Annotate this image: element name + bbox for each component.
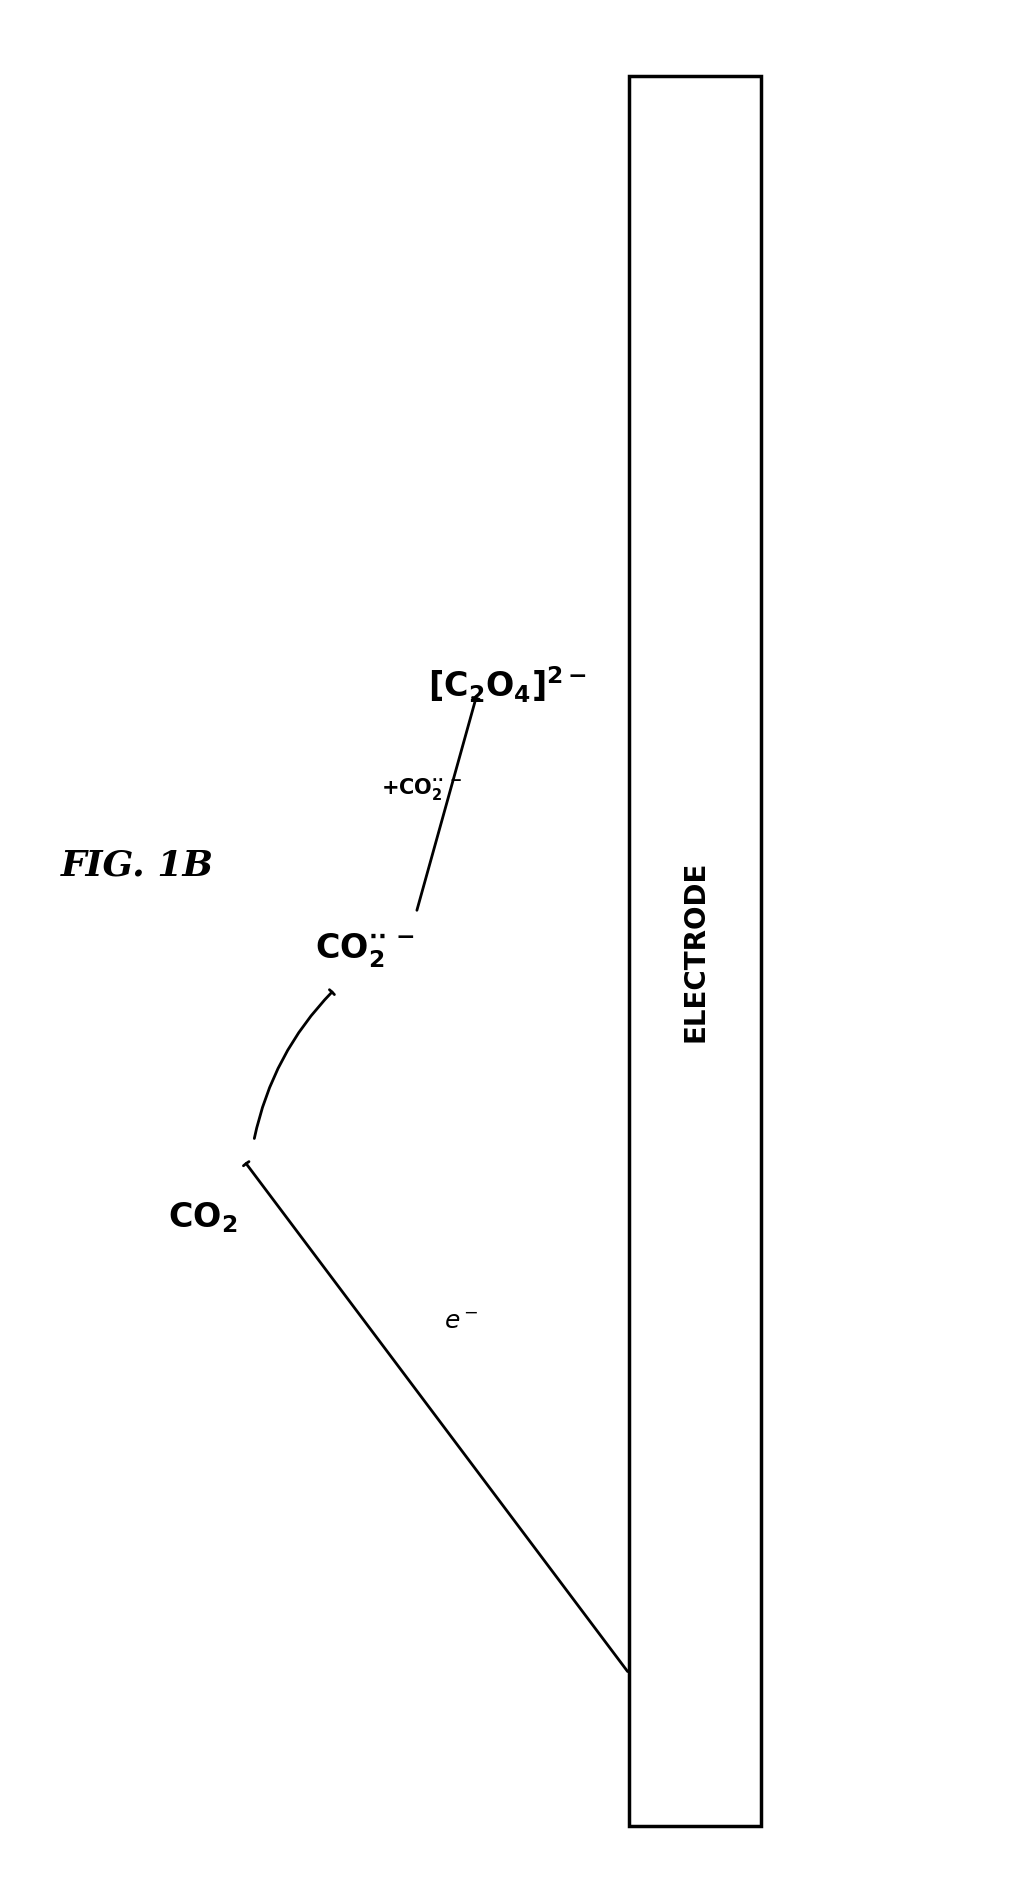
Bar — [629, 76, 761, 1826]
Text: $\mathbf{CO_2^{\bullet\!\bullet-}}$: $\mathbf{CO_2^{\bullet\!\bullet-}}$ — [316, 932, 415, 970]
Text: $\mathbf{[C_2O_4]^{2-}}$: $\mathbf{[C_2O_4]^{2-}}$ — [428, 664, 587, 706]
Text: FIG. 1B: FIG. 1B — [61, 848, 214, 883]
Text: $\mathbf{+CO_2^{\bullet\!\bullet-}}$: $\mathbf{+CO_2^{\bullet\!\bullet-}}$ — [381, 776, 462, 803]
Text: $\mathbf{\it{e}^-}$: $\mathbf{\it{e}^-}$ — [445, 1310, 479, 1333]
Text: ELECTRODE: ELECTRODE — [681, 860, 709, 1042]
Text: $\mathbf{CO_2}$: $\mathbf{CO_2}$ — [168, 1200, 238, 1234]
